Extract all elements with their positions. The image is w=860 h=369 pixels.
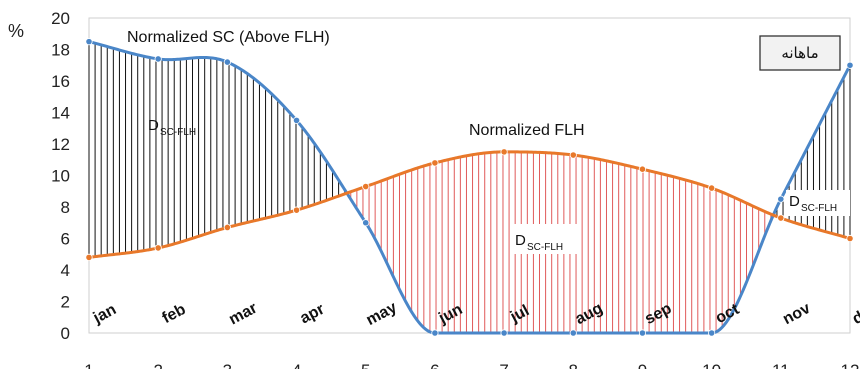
svg-text:ماهانه: ماهانه: [781, 44, 818, 62]
month-label: oct: [713, 301, 743, 328]
y-tick-label: 8: [61, 198, 70, 217]
svg-text:D: D: [515, 232, 526, 249]
series-line-sc: [88, 40, 852, 335]
point-sc: [500, 329, 508, 337]
y-tick-label: 0: [61, 324, 70, 343]
point-sc: [154, 55, 162, 63]
month-label: nov: [780, 300, 813, 328]
svg-text:SC-FLH: SC-FLH: [527, 242, 563, 253]
y-tick-label: 4: [61, 261, 70, 280]
x-tick-label: 3: [223, 361, 232, 369]
annotation-d-2: D SC-FLH: [511, 224, 577, 254]
point-flh: [362, 182, 370, 191]
month-label: jan: [90, 301, 119, 327]
point-flh: [154, 244, 162, 252]
point-flh: [569, 151, 577, 159]
y-tick-label: 12: [51, 135, 70, 154]
point-sc: [431, 329, 439, 337]
month-label: sep: [642, 300, 675, 328]
hatch-layer: [88, 41, 851, 333]
x-tick-label: 8: [569, 361, 578, 369]
svg-text:SC-FLH: SC-FLH: [801, 203, 837, 214]
y-tick-label: 10: [51, 167, 70, 186]
y-axis-ticks: 0 2 4 6 8 10 12 14 16 18 20: [51, 9, 70, 343]
plot-frame: [88, 17, 851, 334]
point-sc: [777, 195, 785, 203]
month-label: apr: [297, 301, 327, 328]
point-flh: [85, 253, 93, 261]
annotation-d-1: D SC-FLH: [148, 117, 196, 138]
point-sc: [223, 58, 231, 66]
y-tick-label: 14: [51, 104, 70, 123]
series-layer: [85, 38, 854, 337]
point-flh: [708, 184, 716, 192]
y-tick-label: 2: [61, 293, 70, 312]
monthly-box: ماهانه: [759, 35, 841, 71]
point-flh: [500, 148, 508, 156]
annotation-d-3: D SC-FLH: [786, 190, 850, 216]
point-sc: [846, 61, 854, 69]
y-tick-label: 18: [51, 41, 70, 60]
y-unit-label: %: [8, 21, 24, 41]
point-flh: [431, 159, 439, 167]
svg-text:SC-FLH: SC-FLH: [160, 127, 196, 138]
month-label: may: [363, 299, 399, 329]
month-label: dec: [850, 300, 860, 328]
point-sc: [708, 329, 716, 337]
month-label: jun: [435, 301, 465, 328]
point-flh: [777, 214, 785, 222]
point-sc: [292, 116, 301, 124]
point-sc: [85, 38, 93, 46]
month-labels: jan feb mar apr may jun jul aug sep oct nov dec: [90, 299, 860, 329]
x-tick-label: 9: [638, 361, 647, 369]
x-axis-ticks: 123456789101112: [84, 361, 859, 369]
series-line-flh: [88, 150, 851, 259]
x-tick-label: 4: [292, 361, 301, 369]
point-flh: [638, 165, 647, 173]
point-flh: [846, 234, 854, 243]
x-tick-label: 10: [702, 361, 721, 369]
x-tick-label: 6: [430, 361, 439, 369]
x-tick-label: 7: [499, 361, 508, 369]
month-label: jul: [507, 302, 532, 326]
x-tick-label: 11: [772, 361, 790, 369]
svg-text:D: D: [148, 117, 159, 134]
svg-text:D: D: [789, 193, 800, 210]
point-sc: [638, 329, 647, 337]
x-tick-label: 12: [841, 361, 860, 369]
y-tick-label: 6: [61, 230, 70, 249]
x-tick-label: 2: [153, 361, 162, 369]
y-tick-label: 20: [51, 9, 70, 28]
x-tick-label: 5: [361, 361, 370, 369]
point-sc: [362, 219, 370, 227]
x-tick-label: 1: [84, 361, 93, 369]
series-label-flh: Normalized FLH: [469, 122, 585, 139]
series-label-sc: Normalized SC (Above FLH): [127, 29, 330, 46]
month-label: feb: [159, 301, 188, 327]
y-tick-label: 16: [51, 72, 70, 91]
point-flh: [292, 206, 301, 214]
point-flh: [223, 223, 231, 232]
point-sc: [569, 329, 577, 337]
month-label: mar: [226, 300, 260, 329]
